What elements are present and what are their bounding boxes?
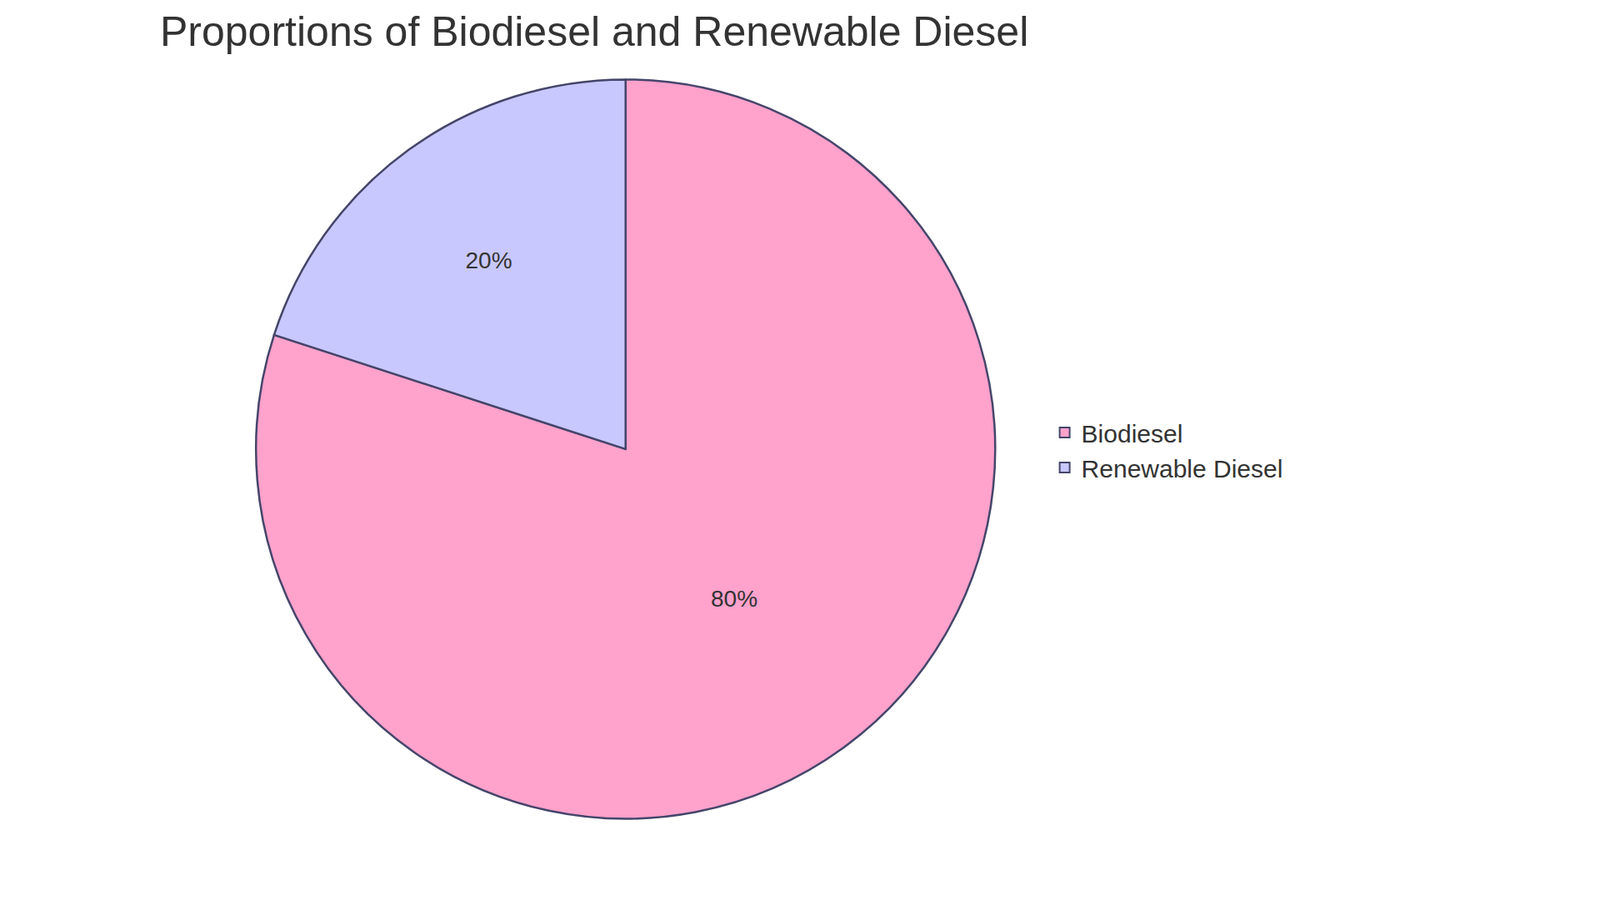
svg-text:Biodiesel: Biodiesel	[1081, 420, 1184, 448]
svg-text:20%: 20%	[465, 247, 513, 274]
svg-text:80%: 80%	[710, 585, 758, 612]
svg-text:Proportions of Biodiesel and R: Proportions of Biodiesel and Renewable D…	[160, 8, 1029, 55]
svg-text:Renewable Diesel: Renewable Diesel	[1081, 455, 1284, 483]
